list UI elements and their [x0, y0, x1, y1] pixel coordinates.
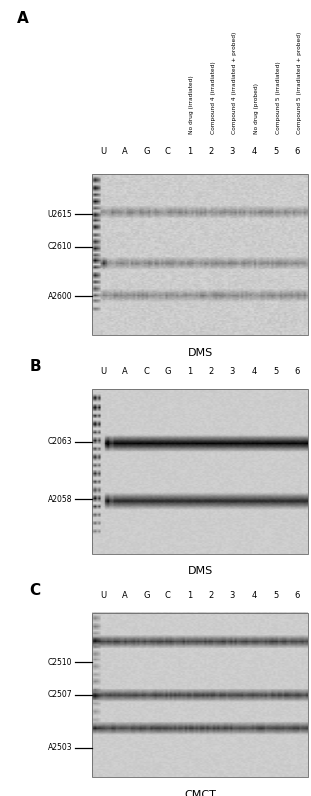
Text: 1: 1 [187, 368, 192, 377]
Bar [92, 174, 308, 334]
Text: DMS: DMS [188, 349, 213, 358]
Text: 4: 4 [251, 591, 257, 600]
Text: 3: 3 [230, 146, 235, 156]
Text: G: G [165, 368, 171, 377]
Text: 5: 5 [273, 146, 278, 156]
Text: A2600: A2600 [48, 291, 72, 301]
Text: C: C [143, 368, 149, 377]
Text: B: B [29, 359, 41, 374]
Text: DMS: DMS [188, 566, 213, 576]
Text: 3: 3 [230, 368, 235, 377]
Text: 4: 4 [251, 368, 257, 377]
Bar [92, 613, 308, 777]
Text: 5: 5 [273, 368, 278, 377]
Text: 4: 4 [251, 146, 257, 156]
Bar [92, 389, 308, 553]
Text: 1: 1 [187, 146, 192, 156]
Text: Compound 5 (irradiated + probed): Compound 5 (irradiated + probed) [297, 31, 302, 134]
Text: 6: 6 [295, 591, 300, 600]
Text: C: C [29, 583, 40, 598]
Text: 2: 2 [208, 591, 214, 600]
Text: 1: 1 [187, 591, 192, 600]
Text: No drug (irradiated): No drug (irradiated) [189, 75, 194, 134]
Text: 6: 6 [295, 368, 300, 377]
Text: CMCT: CMCT [184, 790, 216, 796]
Text: G: G [143, 146, 150, 156]
Text: C: C [165, 591, 171, 600]
Text: 2: 2 [208, 368, 214, 377]
Text: A: A [17, 11, 29, 25]
Text: U: U [100, 146, 106, 156]
Text: A: A [122, 368, 128, 377]
Text: A: A [122, 146, 128, 156]
Text: Compound 5 (irradiated): Compound 5 (irradiated) [276, 60, 281, 134]
Text: No drug (probed): No drug (probed) [254, 83, 259, 134]
Text: U: U [100, 591, 106, 600]
Text: C2063: C2063 [48, 437, 72, 447]
Text: U: U [100, 368, 106, 377]
Text: A2503: A2503 [48, 743, 72, 752]
Text: 2: 2 [208, 146, 214, 156]
Text: 5: 5 [273, 591, 278, 600]
Text: C2610: C2610 [48, 242, 72, 251]
Text: C2507: C2507 [48, 690, 72, 700]
Text: U2615: U2615 [48, 210, 72, 219]
Text: Compound 4 (irradiated): Compound 4 (irradiated) [211, 60, 216, 134]
Text: G: G [143, 591, 150, 600]
Text: A2058: A2058 [48, 495, 72, 504]
Text: 6: 6 [295, 146, 300, 156]
Text: A: A [122, 591, 128, 600]
Text: 3: 3 [230, 591, 235, 600]
Text: C: C [165, 146, 171, 156]
Text: C2510: C2510 [48, 657, 72, 666]
Text: Compound 4 (irradiated + probed): Compound 4 (irradiated + probed) [232, 31, 238, 134]
